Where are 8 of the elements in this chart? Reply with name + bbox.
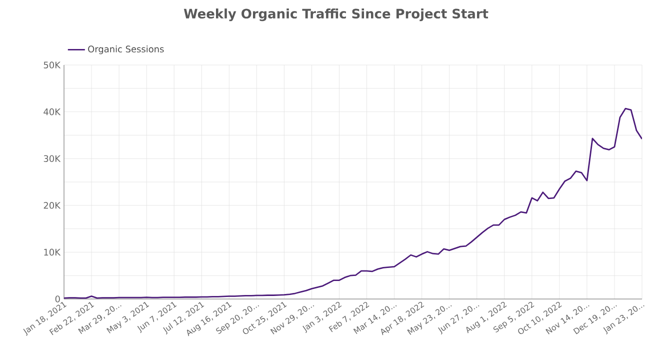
y-tick-label: 40K	[44, 108, 61, 116]
y-tick-label: 30K	[44, 155, 61, 162]
y-tick-label: 20K	[44, 202, 61, 209]
y-tick-label: 0	[55, 296, 60, 302]
chart-title: Weekly Organic Traffic Since Project Start	[184, 8, 488, 22]
y-tick-label: 50K	[44, 62, 61, 68]
y-tick-label: 10K	[44, 248, 61, 256]
legend-label: Organic Sessions	[88, 45, 164, 54]
